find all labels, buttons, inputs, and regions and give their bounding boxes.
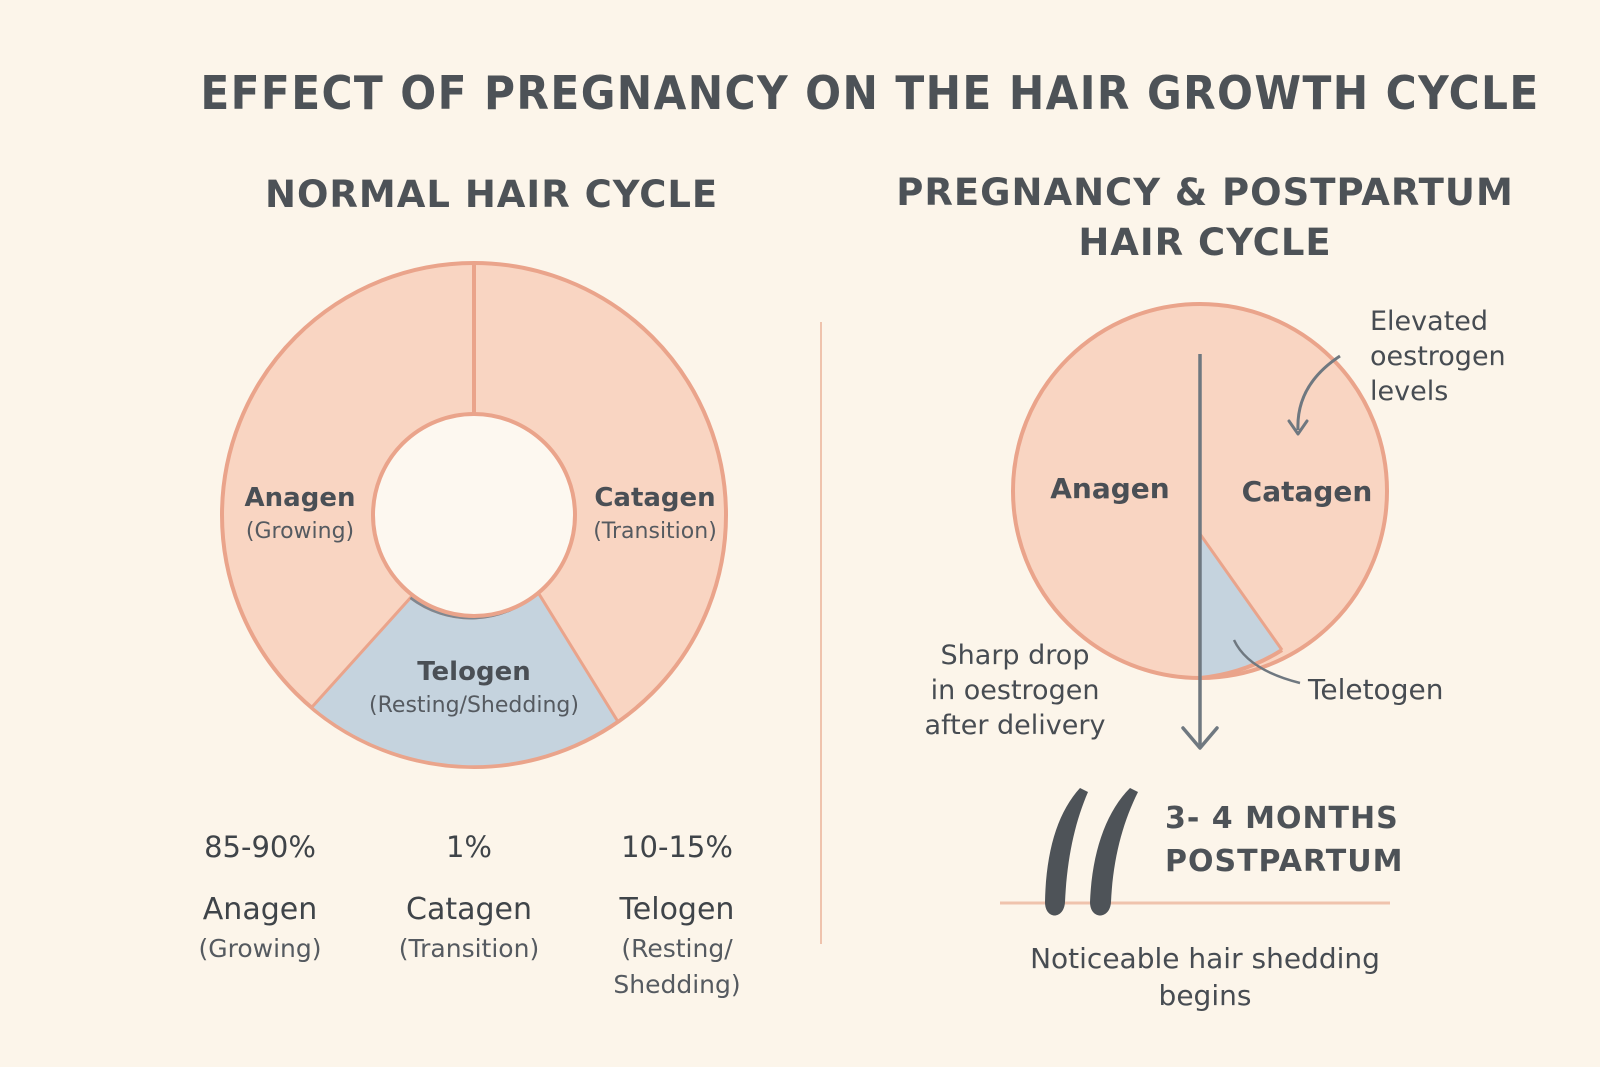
- note-line: Sharp drop: [940, 640, 1090, 671]
- heading-line2: HAIR CYCLE: [1078, 221, 1332, 264]
- drop-arrow-head: [1181, 726, 1219, 750]
- stat-name: Catagen: [406, 892, 532, 927]
- segment-desc: (Resting/Shedding): [369, 693, 579, 718]
- segment-desc: (Transition): [593, 519, 717, 544]
- donut-hole: [371, 412, 577, 618]
- teletogen-label: Teletogen: [1308, 673, 1444, 706]
- months-line2: POSTPARTUM: [1165, 844, 1404, 879]
- pregnancy-cycle-heading: PREGNANCY & POSTPARTUM HAIR CYCLE: [880, 168, 1530, 268]
- normal-cycle-donut: [220, 261, 728, 769]
- stat-catagen: 1% Catagen (Transition): [369, 830, 569, 967]
- stat-name: Telogen: [619, 892, 735, 927]
- page-title: EFFECT OF PREGNANCY ON THE HAIR GROWTH C…: [200, 66, 1540, 120]
- stat-anagen: 85-90% Anagen (Growing): [160, 830, 360, 967]
- note-line: in oestrogen: [930, 675, 1100, 706]
- sharp-drop-note: Sharp drop in oestrogen after delivery: [900, 638, 1130, 743]
- shedding-note: Noticeable hair shedding begins: [1000, 940, 1410, 1014]
- normal-telogen-label: Telogen (Resting/Shedding): [334, 657, 614, 718]
- segment-name: Anagen: [244, 483, 356, 513]
- note-line: oestrogen: [1370, 341, 1506, 372]
- stat-value: 85-90%: [204, 830, 316, 864]
- stat-value: 1%: [445, 830, 492, 864]
- stat-desc: (Growing): [198, 934, 322, 963]
- stat-value: 10-15%: [621, 830, 733, 864]
- note-line: Elevated: [1370, 306, 1489, 337]
- pregnancy-cycle-pie: [1011, 302, 1389, 750]
- section-divider: [820, 322, 822, 944]
- hair-strand-2: [1090, 788, 1138, 916]
- teletogen-segment: [1200, 534, 1282, 678]
- teletogen-arc: [1199, 648, 1284, 680]
- hair-strand-1: [1045, 788, 1088, 916]
- heading-line1: PREGNANCY & POSTPARTUM: [896, 171, 1514, 214]
- segment-name: Telogen: [417, 657, 531, 687]
- normal-cycle-heading: NORMAL HAIR CYCLE: [265, 173, 719, 216]
- normal-catagen-label: Catagen (Transition): [580, 483, 730, 544]
- segment-name: Catagen: [594, 483, 716, 513]
- postpartum-timing: 3- 4 MONTHS POSTPARTUM: [1165, 797, 1403, 883]
- teletogen-leader-line: [1232, 639, 1301, 685]
- elevated-arrow-curve: [1296, 354, 1341, 431]
- stat-desc-line2: Shedding): [613, 970, 741, 999]
- note-line: levels: [1370, 376, 1449, 407]
- elevated-oestrogen-note: Elevated oestrogen levels: [1370, 304, 1506, 409]
- stat-desc: (Transition): [398, 934, 540, 963]
- stat-desc-line1: (Resting/: [621, 934, 733, 963]
- pregnancy-catagen-label: Catagen: [1241, 475, 1373, 508]
- shedding-line1: Noticeable hair shedding: [1030, 942, 1380, 975]
- pregnancy-anagen-label: Anagen: [1050, 472, 1170, 505]
- hair-strands-illustration: [1000, 788, 1390, 916]
- normal-anagen-label: Anagen (Growing): [210, 483, 390, 544]
- elevated-arrow-head: [1287, 419, 1309, 436]
- shedding-line2: begins: [1158, 979, 1252, 1012]
- months-line1: 3- 4 MONTHS: [1165, 801, 1399, 836]
- stat-name: Anagen: [202, 892, 318, 927]
- stat-telogen: 10-15% Telogen (Resting/ Shedding): [577, 830, 777, 1003]
- teletogen-boundary: [1198, 533, 1284, 651]
- note-line: after delivery: [924, 710, 1106, 741]
- segment-desc: (Growing): [245, 519, 355, 544]
